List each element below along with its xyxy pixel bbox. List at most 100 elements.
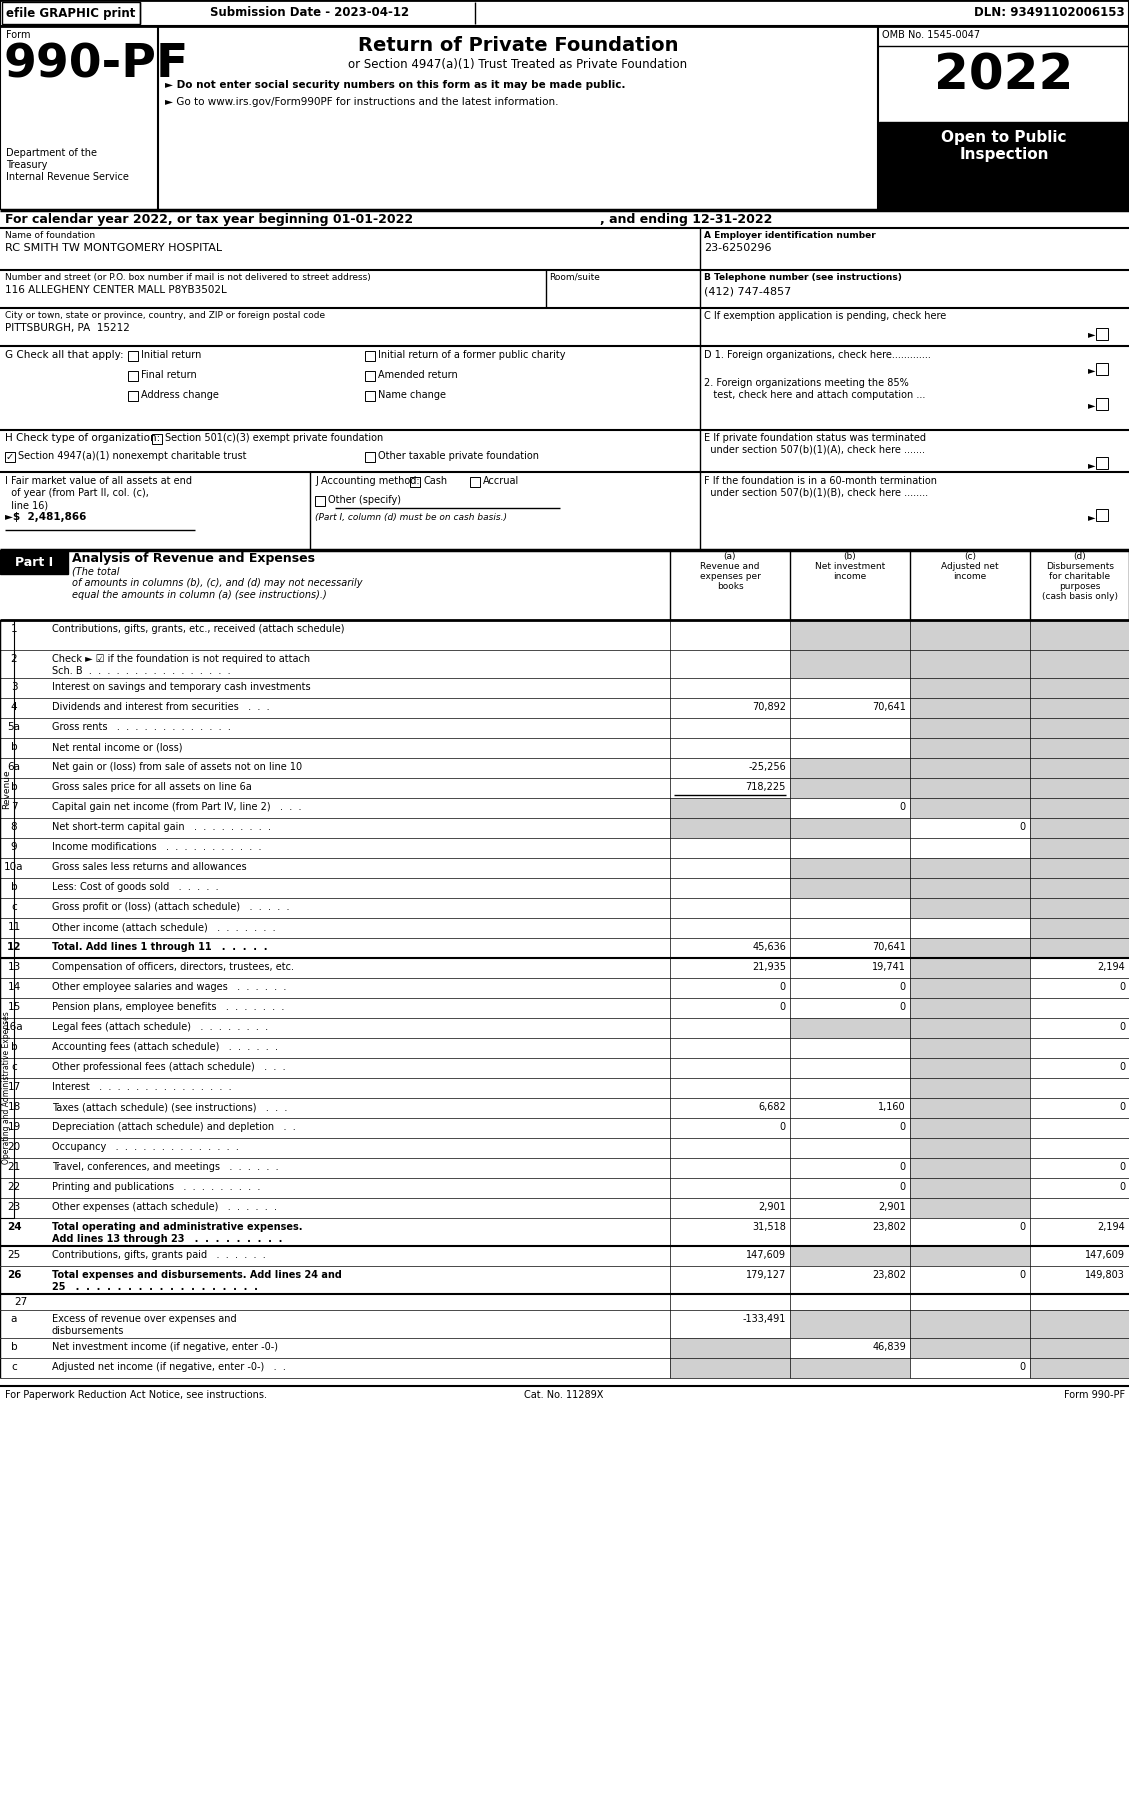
Text: Operating and Administrative Expenses: Operating and Administrative Expenses [2, 1012, 11, 1165]
Text: Other (specify): Other (specify) [329, 494, 401, 505]
Text: Return of Private Foundation: Return of Private Foundation [358, 36, 679, 56]
Bar [128, 351, 138, 361]
Text: Name change: Name change [378, 390, 446, 399]
Text: 21: 21 [8, 1162, 20, 1172]
Bar [1030, 651, 1129, 678]
Bar [910, 877, 1030, 897]
Bar [1030, 1338, 1129, 1357]
Text: Legal fees (attach schedule)   .  .  .  .  .  .  .  .: Legal fees (attach schedule) . . . . . .… [52, 1021, 268, 1032]
Text: expenses per: expenses per [700, 572, 761, 581]
Text: of amounts in columns (b), (c), and (d) may not necessarily: of amounts in columns (b), (c), and (d) … [72, 577, 362, 588]
Text: Internal Revenue Service: Internal Revenue Service [6, 173, 129, 182]
Bar [790, 759, 910, 779]
Text: Net investment: Net investment [815, 563, 885, 572]
Text: For calendar year 2022, or tax year beginning 01-01-2022: For calendar year 2022, or tax year begi… [5, 212, 413, 227]
Bar [790, 1018, 910, 1037]
Bar [1030, 838, 1129, 858]
Text: Other employee salaries and wages   .  .  .  .  .  .: Other employee salaries and wages . . . … [52, 982, 287, 992]
Text: Taxes (attach schedule) (see instructions)   .  .  .: Taxes (attach schedule) (see instruction… [52, 1102, 288, 1111]
Text: Contributions, gifts, grants paid   .  .  .  .  .  .: Contributions, gifts, grants paid . . . … [52, 1250, 265, 1260]
Text: Net gain or (loss) from sale of assets not on line 10: Net gain or (loss) from sale of assets n… [52, 762, 303, 771]
Bar [315, 496, 325, 505]
Text: 23-6250296: 23-6250296 [704, 243, 771, 254]
Text: c: c [11, 903, 17, 912]
Text: C If exemption application is pending, check here: C If exemption application is pending, c… [704, 311, 946, 322]
Text: Printing and publications   .  .  .  .  .  .  .  .  .: Printing and publications . . . . . . . … [52, 1181, 261, 1192]
Text: Form: Form [6, 31, 30, 40]
Text: , and ending 12-31-2022: , and ending 12-31-2022 [599, 212, 772, 227]
Text: DLN: 93491102006153: DLN: 93491102006153 [974, 7, 1124, 20]
Text: Adjusted net: Adjusted net [942, 563, 999, 572]
Bar [910, 1246, 1030, 1266]
Bar [910, 1018, 1030, 1037]
Bar [910, 678, 1030, 698]
Bar [1030, 759, 1129, 779]
Text: Revenue: Revenue [2, 770, 11, 809]
Bar [910, 1118, 1030, 1138]
Bar [1030, 779, 1129, 798]
Text: 0: 0 [1019, 1223, 1026, 1232]
Bar [910, 978, 1030, 998]
Text: c: c [11, 1063, 17, 1072]
Text: Accounting fees (attach schedule)   .  .  .  .  .  .: Accounting fees (attach schedule) . . . … [52, 1043, 278, 1052]
Bar [790, 1357, 910, 1377]
Text: 0: 0 [1119, 982, 1124, 992]
Text: books: books [717, 583, 743, 592]
Text: ► Go to www.irs.gov/Form990PF for instructions and the latest information.: ► Go to www.irs.gov/Form990PF for instru… [165, 97, 559, 108]
Text: 21,935: 21,935 [752, 962, 786, 973]
Text: 0: 0 [780, 1122, 786, 1133]
Text: 149,803: 149,803 [1085, 1269, 1124, 1280]
Text: 0: 0 [1119, 1021, 1124, 1032]
Text: Total expenses and disbursements. Add lines 24 and
25   .  .  .  .  .  .  .  .  : Total expenses and disbursements. Add li… [52, 1269, 342, 1291]
Bar [0, 0, 1129, 25]
Text: Number and street (or P.O. box number if mail is not delivered to street address: Number and street (or P.O. box number if… [5, 273, 370, 282]
Text: a: a [11, 1314, 17, 1323]
Bar [910, 1338, 1030, 1357]
Text: 2: 2 [10, 654, 17, 663]
Text: (d): (d) [1074, 552, 1086, 561]
Text: purposes: purposes [1059, 583, 1101, 592]
Text: 15: 15 [8, 1001, 20, 1012]
Text: ►: ► [1088, 399, 1095, 410]
Text: 3: 3 [10, 681, 17, 692]
Bar [365, 351, 375, 361]
Text: 0: 0 [1019, 822, 1026, 832]
Bar [790, 620, 910, 651]
Text: 0: 0 [1019, 1363, 1026, 1372]
Text: 22: 22 [8, 1181, 20, 1192]
Text: Department of the: Department of the [6, 147, 97, 158]
Bar [1030, 1311, 1129, 1338]
Text: Total. Add lines 1 through 11   .  .  .  .  .: Total. Add lines 1 through 11 . . . . . [52, 942, 268, 951]
Text: 2022: 2022 [935, 52, 1074, 101]
Text: 23,802: 23,802 [872, 1269, 905, 1280]
Text: 0: 0 [780, 982, 786, 992]
Text: Income modifications   .  .  .  .  .  .  .  .  .  .  .: Income modifications . . . . . . . . . .… [52, 841, 262, 852]
Bar [910, 1138, 1030, 1158]
Text: Other expenses (attach schedule)   .  .  .  .  .  .: Other expenses (attach schedule) . . . .… [52, 1203, 277, 1212]
Text: 5a: 5a [8, 723, 20, 732]
Text: 46,839: 46,839 [873, 1341, 905, 1352]
Bar [365, 390, 375, 401]
Text: Disbursements: Disbursements [1045, 563, 1114, 572]
Text: (a): (a) [724, 552, 736, 561]
Bar [790, 877, 910, 897]
Text: 990-PF: 990-PF [5, 41, 190, 86]
Text: 14: 14 [8, 982, 20, 992]
Text: 179,127: 179,127 [746, 1269, 786, 1280]
Bar [128, 370, 138, 381]
Bar [790, 818, 910, 838]
Text: efile GRAPHIC print: efile GRAPHIC print [7, 7, 135, 20]
Text: I Fair market value of all assets at end: I Fair market value of all assets at end [5, 476, 192, 485]
Text: Accrual: Accrual [483, 476, 519, 485]
Text: Pension plans, employee benefits   .  .  .  .  .  .  .: Pension plans, employee benefits . . . .… [52, 1001, 285, 1012]
Text: Interest on savings and temporary cash investments: Interest on savings and temporary cash i… [52, 681, 310, 692]
Text: ✓: ✓ [6, 451, 15, 462]
Text: For Paperwork Reduction Act Notice, see instructions.: For Paperwork Reduction Act Notice, see … [5, 1390, 266, 1401]
Text: 11: 11 [8, 922, 20, 931]
Text: Treasury: Treasury [6, 160, 47, 171]
Bar [790, 1311, 910, 1338]
Bar [910, 779, 1030, 798]
Bar [790, 651, 910, 678]
Text: 0: 0 [900, 1162, 905, 1172]
Text: RC SMITH TW MONTGOMERY HOSPITAL: RC SMITH TW MONTGOMERY HOSPITAL [5, 243, 222, 254]
